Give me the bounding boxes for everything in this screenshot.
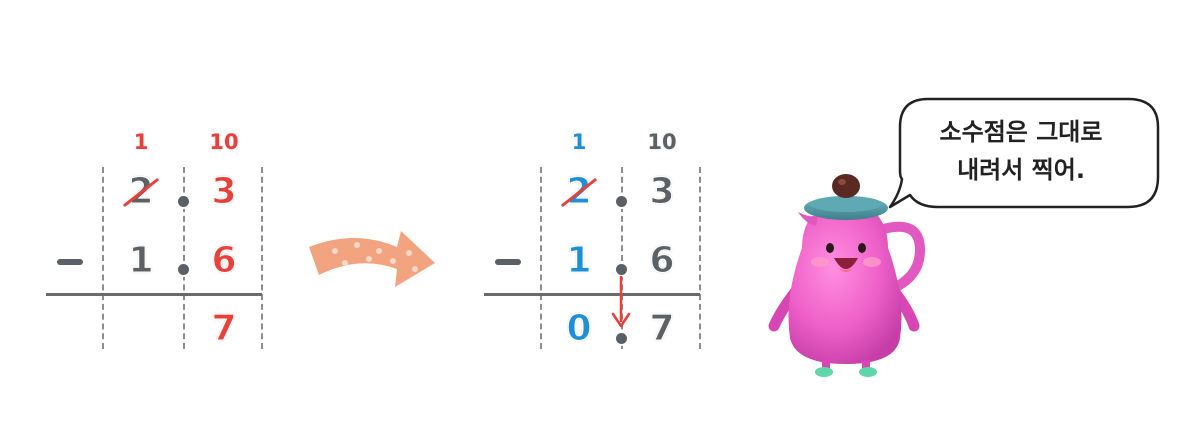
speech-bubble <box>888 97 1160 209</box>
pink-teapot-character <box>768 174 926 377</box>
minus-sign <box>495 259 521 265</box>
result-tenths: 7 <box>211 308 237 349</box>
result-line <box>46 293 262 296</box>
minuend-tenths: 3 <box>649 171 675 212</box>
subtrahend-tenths: 6 <box>211 240 237 281</box>
minuend-tenths: 3 <box>211 171 237 212</box>
curved-right-arrow-icon <box>309 231 435 287</box>
result-line <box>484 293 700 296</box>
result-tenths: 7 <box>649 308 675 349</box>
carry-tenths: 10 <box>209 130 239 154</box>
ones-column-line <box>540 167 542 349</box>
decimal-column-line <box>621 167 623 349</box>
decimal-point <box>616 264 627 275</box>
decimal-column-line <box>183 167 185 349</box>
result-decimal-point <box>616 333 627 344</box>
carry-ones: 1 <box>571 130 587 154</box>
down-arrow-icon <box>611 276 631 328</box>
decimal-point <box>178 264 189 275</box>
left-subtraction-panel: 1 10 2 3 1 6 7 <box>40 0 300 438</box>
subtrahend-ones: 1 <box>128 240 154 281</box>
minus-sign <box>57 259 83 265</box>
subtrahend-tenths: 6 <box>649 240 675 281</box>
decimal-point <box>178 196 189 207</box>
tenths-column-line <box>261 167 263 349</box>
speech-text: 소수점은 그대로 내려서 찍어. <box>905 113 1137 189</box>
subtrahend-ones: 1 <box>566 240 592 281</box>
tenths-column-line <box>699 167 701 349</box>
speech-line-1: 소수점은 그대로 <box>939 118 1103 146</box>
ones-column-line <box>102 167 104 349</box>
carry-tenths: 10 <box>647 130 677 154</box>
result-ones: 0 <box>566 308 592 349</box>
speech-line-2: 내려서 찍어. <box>957 156 1085 184</box>
decimal-point <box>616 196 627 207</box>
carry-ones: 1 <box>133 130 149 154</box>
right-subtraction-panel: 1 10 2 3 1 6 0 7 <box>478 0 738 438</box>
